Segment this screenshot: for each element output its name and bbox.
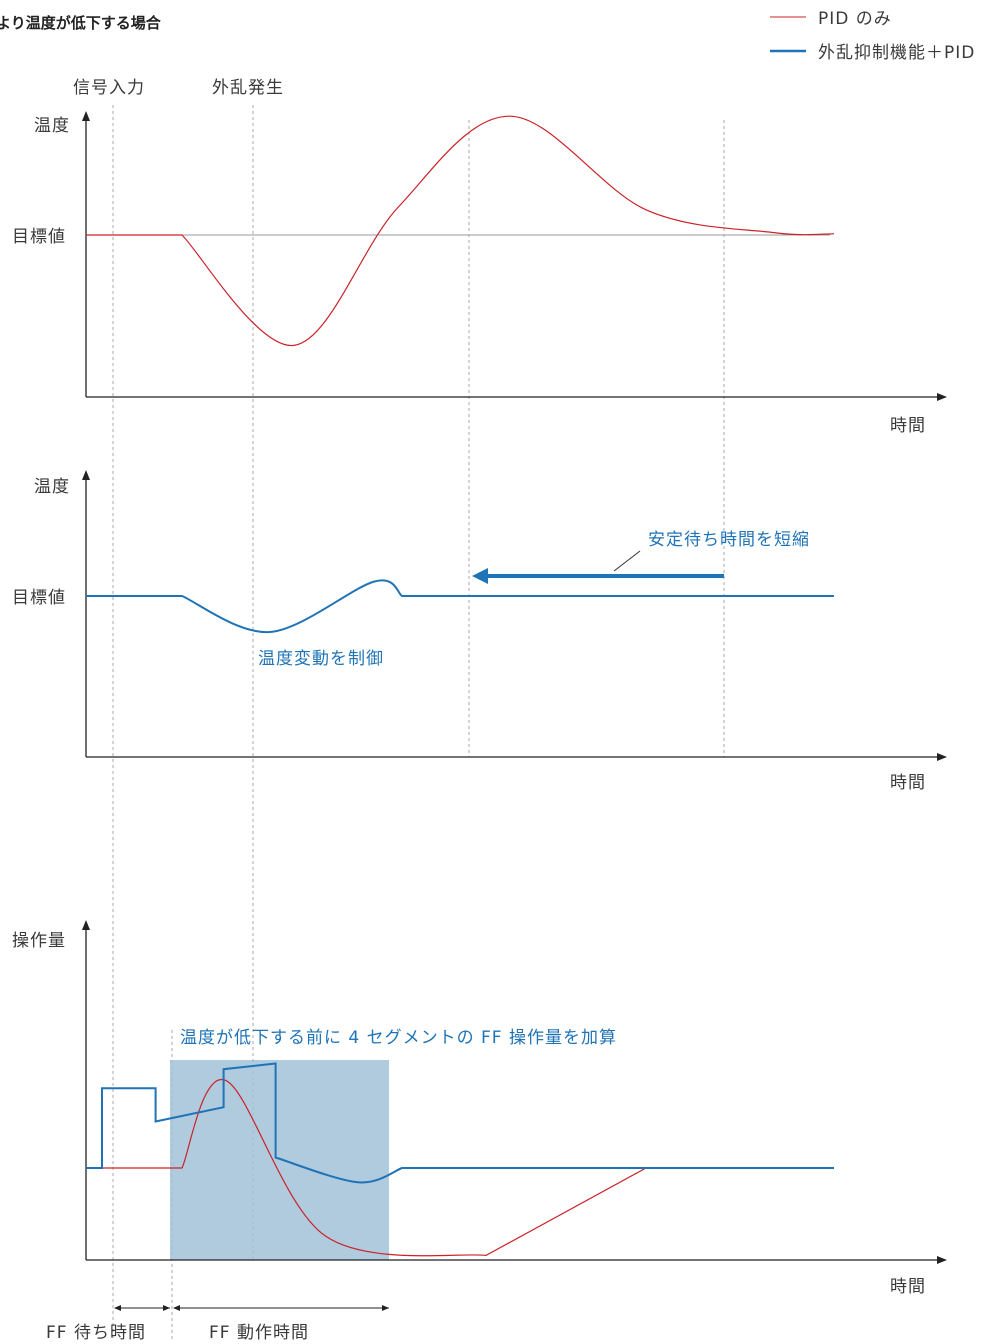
panel-3-ff-region: [170, 1060, 389, 1260]
legend-label-suppression-pid: 外乱抑制機能＋PID: [818, 43, 975, 63]
panel-2-shorten-arrow-head: [472, 568, 488, 584]
event-label-signal-input: 信号入力: [73, 78, 145, 98]
panel-3-series-suppression-pid: [86, 1062, 834, 1184]
panel-2-annotation-shorten: 安定待ち時間を短縮: [648, 530, 810, 550]
panel-2-x-label: 時間: [890, 773, 926, 793]
panel-1-y-tick-setpoint: 目標値: [12, 227, 66, 247]
panel-2-annotation-leader: [613, 550, 641, 572]
panel-1-y-label: 温度: [34, 116, 70, 136]
panel-2-y-tick-setpoint: 目標値: [12, 588, 66, 608]
panel-2-y-label: 温度: [34, 477, 70, 497]
ff-wait-time-label: FF 待ち時間: [46, 1323, 146, 1343]
panel-1: 温度 目標値 時間: [12, 111, 947, 436]
panel-2: 温度 目標値 時間 温度変動を制御 安定待ち時間を短縮: [12, 470, 947, 793]
panel-2-series-suppression-pid: [86, 579, 834, 634]
panel-3: 操作量 時間 温度が低下する前に 4 セグメントの FF 操作量を加算 FF 待…: [12, 920, 947, 1343]
event-label-disturbance: 外乱発生: [212, 78, 284, 98]
panel-2-annotation-control: 温度変動を制御: [258, 649, 384, 669]
panel-1-series-pid-only: [86, 115, 835, 347]
panel-3-y-label: 操作量: [12, 931, 66, 951]
legend-label-pid-only: PID のみ: [818, 9, 892, 29]
chart-title: より温度が低下する場合: [0, 14, 162, 32]
panel-3-series-pid-only: [86, 1079, 834, 1257]
panel-1-x-label: 時間: [890, 416, 926, 436]
ff-action-time-label: FF 動作時間: [209, 1323, 309, 1343]
panel-3-x-label: 時間: [890, 1277, 926, 1297]
panel-3-annotation-ff: 温度が低下する前に 4 セグメントの FF 操作量を加算: [180, 1028, 617, 1048]
